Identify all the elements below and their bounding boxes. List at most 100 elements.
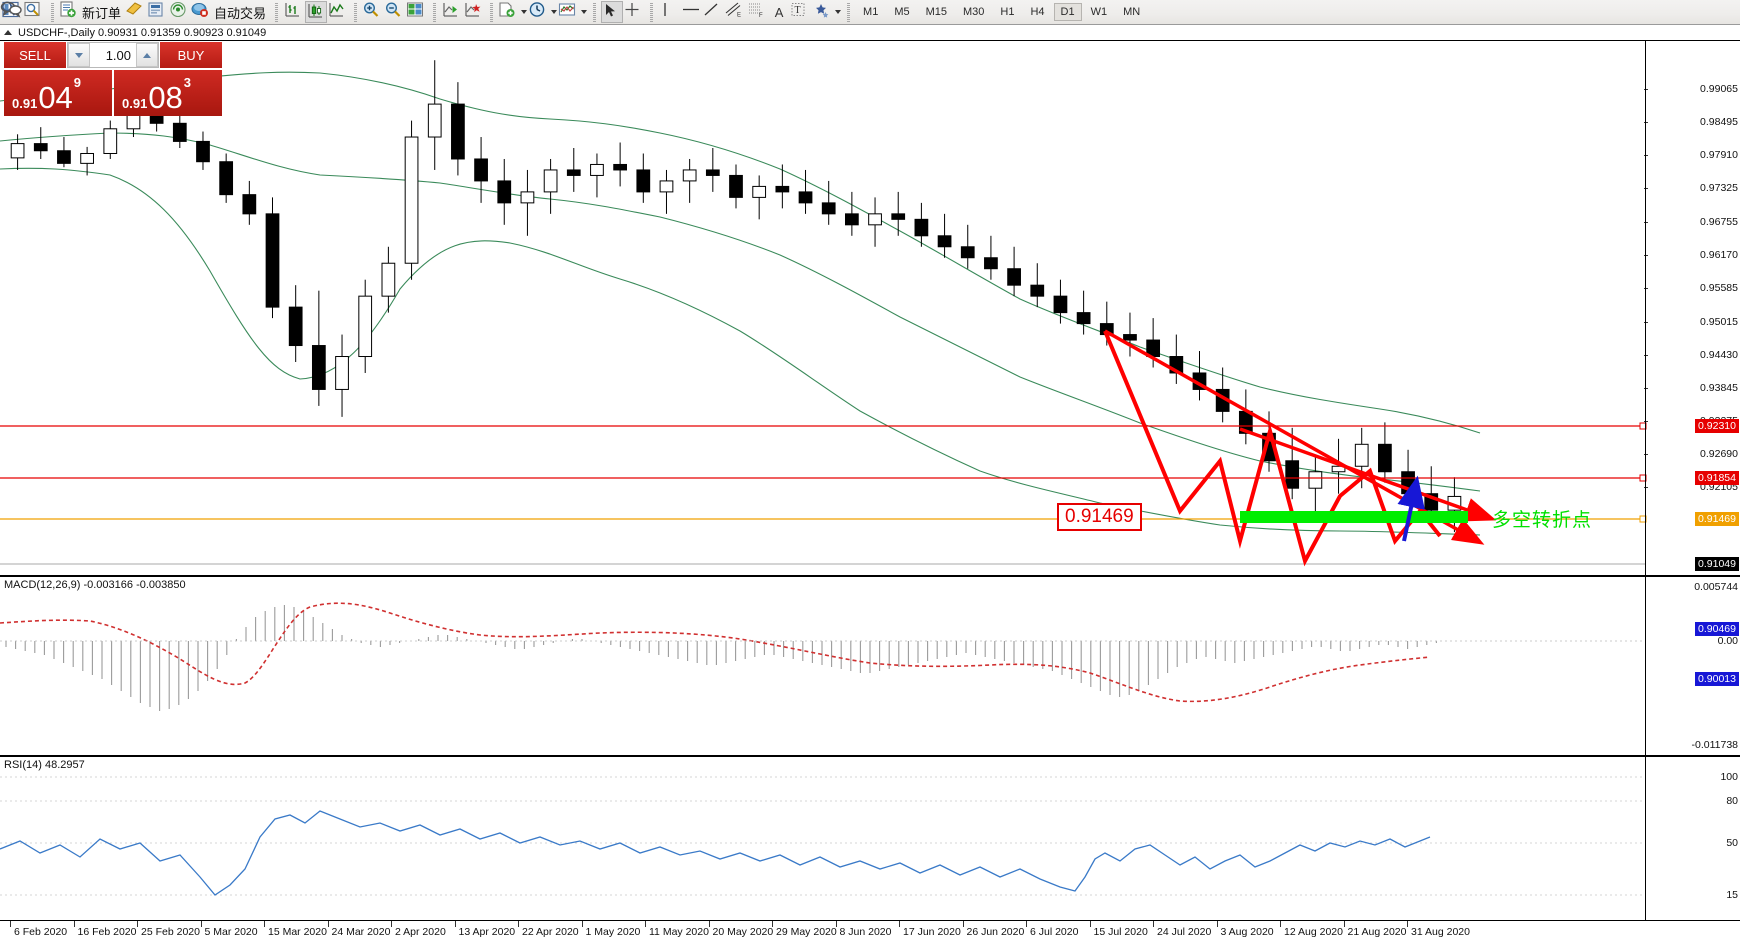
volume-increase-button[interactable] bbox=[136, 43, 158, 67]
svg-text:F: F bbox=[759, 13, 763, 19]
indicators-icon[interactable] bbox=[558, 1, 580, 23]
new-order-icon[interactable] bbox=[59, 1, 81, 23]
time-tick-label: 15 Jul 2020 bbox=[1093, 926, 1148, 938]
candle-body bbox=[984, 257, 998, 270]
zigzag-wave-count[interactable] bbox=[1103, 330, 1442, 567]
volume-value[interactable]: 1.00 bbox=[105, 47, 131, 63]
crosshair-icon[interactable] bbox=[623, 1, 645, 23]
vertical-line-icon[interactable] bbox=[658, 1, 680, 23]
price-pane[interactable]: 0.99065 0.98495 0.97910 0.97325 0.96755 … bbox=[0, 40, 1740, 709]
annotation-price-box[interactable]: 0.91469 bbox=[1057, 503, 1142, 531]
price-label-8: 0.94430 bbox=[1700, 349, 1738, 361]
timeframe-w1[interactable]: W1 bbox=[1090, 6, 1108, 18]
collapse-triangle-icon[interactable] bbox=[4, 30, 12, 35]
price-tag-support-2[interactable]: 0.90013 bbox=[1695, 672, 1739, 686]
candle-body bbox=[10, 143, 25, 159]
metaeditor-icon[interactable] bbox=[125, 1, 147, 23]
sell-price-display[interactable]: 0.91 04 9 bbox=[4, 70, 112, 116]
candle-body bbox=[265, 213, 280, 308]
buy-price-sup: 3 bbox=[183, 75, 192, 90]
candle-body bbox=[636, 169, 651, 193]
buy-button[interactable]: BUY bbox=[160, 42, 222, 68]
symbol-ohlc-text: USDCHF-,Daily 0.90931 0.91359 0.90923 0.… bbox=[18, 26, 267, 39]
bullish-arrow[interactable] bbox=[1397, 475, 1425, 542]
time-tick-mark bbox=[327, 921, 329, 927]
rsi-axis-15: 15 bbox=[1726, 889, 1738, 901]
templates-chevron-down-icon[interactable] bbox=[520, 1, 528, 23]
candle-body bbox=[381, 262, 396, 297]
timeframe-m30[interactable]: M30 bbox=[963, 6, 985, 18]
autotrading-label[interactable]: 自动交易 bbox=[214, 5, 267, 21]
period-chevron-down-icon[interactable] bbox=[550, 1, 558, 23]
tile-windows-icon[interactable] bbox=[406, 1, 428, 23]
symbol-info-bar: USDCHF-,Daily 0.90931 0.91359 0.90923 0.… bbox=[0, 25, 1740, 40]
candle-body bbox=[427, 103, 442, 138]
annotation-turning-point[interactable]: 多空转折点 bbox=[1492, 509, 1593, 531]
templates-icon[interactable] bbox=[498, 1, 520, 23]
chart-area[interactable]: 0.99065 0.98495 0.97910 0.97325 0.96755 … bbox=[0, 40, 1740, 920]
autotrading-icon[interactable] bbox=[191, 1, 213, 23]
period-separator-icon[interactable] bbox=[528, 1, 550, 23]
timeframe-h4[interactable]: H4 bbox=[1030, 6, 1045, 18]
rsi-pane[interactable]: RSI(14) 48.2957 100 80 50 15 bbox=[0, 755, 1740, 920]
svg-text:T: T bbox=[795, 5, 801, 16]
wedge-lower-trendline[interactable] bbox=[1104, 329, 1485, 545]
zoom-out-icon[interactable] bbox=[384, 1, 406, 23]
chart-shift-icon[interactable] bbox=[441, 1, 463, 23]
rsi-chart-svg bbox=[0, 776, 1646, 896]
wedge-upper-trendline[interactable] bbox=[1239, 427, 1497, 522]
time-tick-mark bbox=[264, 921, 265, 927]
shapes-chevron-down-icon[interactable] bbox=[834, 1, 842, 23]
sell-button[interactable]: SELL bbox=[4, 42, 66, 68]
timeframe-d1[interactable]: D1 bbox=[1053, 3, 1082, 21]
expert-advisors-icon[interactable] bbox=[147, 1, 169, 23]
bar-chart-icon[interactable] bbox=[283, 1, 305, 23]
price-tag-resistance-1[interactable]: 0.92310 bbox=[1695, 419, 1739, 433]
timeframe-m15[interactable]: M15 bbox=[925, 6, 947, 18]
price-scale-divider bbox=[1645, 40, 1646, 920]
timeframe-h1[interactable]: H1 bbox=[1000, 6, 1015, 18]
price-tag-last[interactable]: 0.91049 bbox=[1695, 557, 1739, 571]
candle-body bbox=[33, 143, 48, 152]
pivot-zone-rectangle[interactable] bbox=[1240, 511, 1468, 523]
candle-body bbox=[1378, 443, 1392, 473]
time-tick-mark bbox=[645, 921, 646, 927]
timeframe-mn[interactable]: MN bbox=[1123, 6, 1141, 18]
text-label-icon[interactable]: T bbox=[790, 1, 812, 23]
indicators-chevron-down-icon[interactable] bbox=[580, 1, 588, 23]
candle-body bbox=[311, 345, 326, 390]
trendline-icon[interactable] bbox=[702, 1, 724, 23]
fibonacci-retracement-icon[interactable]: F bbox=[746, 1, 768, 23]
candle-body bbox=[126, 114, 141, 130]
price-label-6: 0.95585 bbox=[1700, 282, 1738, 294]
auto-scroll-icon[interactable] bbox=[463, 1, 485, 23]
cursor-icon[interactable] bbox=[601, 1, 624, 23]
new-order-label[interactable]: 新订单 bbox=[82, 5, 122, 21]
price-tag-pivot[interactable]: 0.91469 bbox=[1695, 512, 1739, 526]
buy-price-display[interactable]: 0.91 08 3 bbox=[114, 70, 222, 116]
volume-stepper[interactable]: 1.00 bbox=[67, 42, 159, 68]
trade-panel-header: SELL 1.00 BUY bbox=[4, 42, 222, 68]
text-icon[interactable]: A bbox=[774, 4, 784, 20]
candlestick-chart-icon[interactable] bbox=[305, 1, 328, 23]
sell-price-sup: 9 bbox=[73, 75, 82, 90]
horizontal-line-icon[interactable] bbox=[680, 1, 702, 23]
line-chart-icon[interactable] bbox=[327, 1, 349, 23]
time-axis[interactable]: 6 Feb 2020 16 Feb 2020 25 Feb 2020 5 Mar 20… bbox=[0, 920, 1740, 942]
one-click-trading-panel[interactable]: SELL 1.00 BUY 0.91 04 9 0.91 08 3 bbox=[4, 42, 222, 116]
time-tick-mark bbox=[454, 921, 456, 927]
timeframe-m5[interactable]: M5 bbox=[894, 6, 910, 18]
volume-decrease-button[interactable] bbox=[68, 43, 90, 67]
price-tag-resistance-2[interactable]: 0.91854 bbox=[1695, 471, 1739, 485]
signals-icon[interactable] bbox=[169, 1, 191, 23]
shapes-icon[interactable] bbox=[812, 1, 834, 23]
timeframe-m1[interactable]: M1 bbox=[863, 6, 879, 18]
equidistant-channel-icon[interactable]: E bbox=[724, 1, 746, 23]
macd-histogram bbox=[5, 605, 1437, 711]
price-tag-support-1[interactable]: 0.90469 bbox=[1695, 622, 1739, 636]
time-tick-label: 24 Jul 2020 bbox=[1157, 926, 1212, 938]
data-window-icon[interactable] bbox=[24, 1, 46, 23]
macd-pane[interactable]: MACD(12,26,9) -0.003166 -0.003850 0.0057… bbox=[0, 575, 1740, 755]
zoom-in-icon[interactable] bbox=[362, 1, 384, 23]
candle-body bbox=[80, 152, 94, 164]
